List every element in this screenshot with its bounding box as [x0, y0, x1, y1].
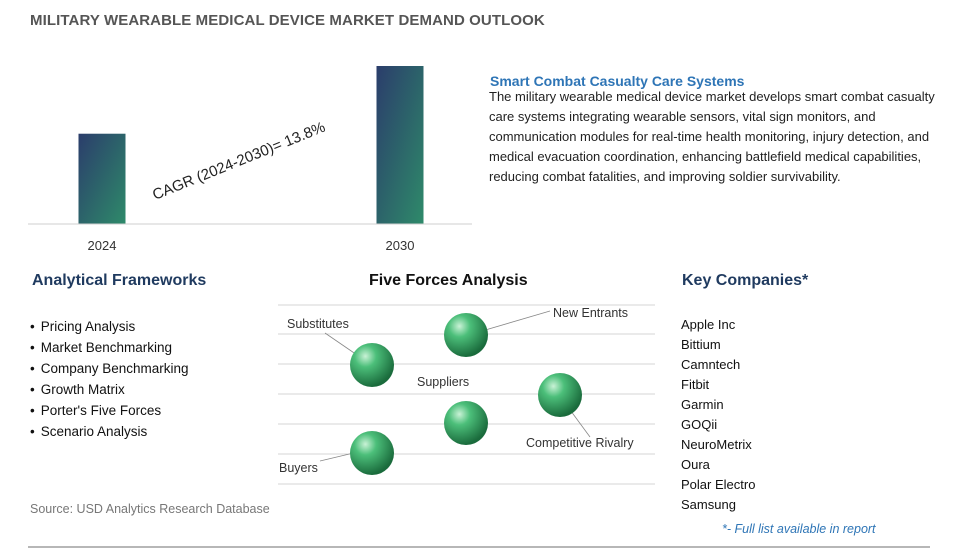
company-item: Bittium — [681, 337, 721, 352]
company-item: Camntech — [681, 357, 741, 372]
company-item: NeuroMetrix — [681, 437, 752, 452]
buyers-sphere — [350, 431, 394, 475]
frameworks-list: Pricing Analysis Market Benchmarking Com… — [30, 316, 189, 442]
framework-item: Porter's Five Forces — [30, 400, 189, 421]
framework-item: Growth Matrix — [30, 379, 189, 400]
five-forces-diagram: Substitutes New Entrants Suppliers Compe… — [278, 304, 655, 485]
x-tick-label: 2030 — [386, 238, 415, 253]
substitutes-sphere — [350, 343, 394, 387]
company-item: Garmin — [681, 397, 724, 412]
bar-chart: 2024 2030 CAGR (2024-2030)= 13.8% — [28, 66, 472, 253]
framework-item: Company Benchmarking — [30, 358, 189, 379]
source-note: Source: USD Analytics Research Database — [30, 502, 270, 516]
frameworks-title: Analytical Frameworks — [32, 272, 207, 289]
key-companies-title: Key Companies* — [682, 272, 809, 289]
bottom-divider — [28, 546, 930, 548]
company-item: Oura — [681, 457, 710, 472]
company-item: Samsung — [681, 497, 736, 512]
suppliers-sphere — [444, 401, 488, 445]
competitive-rivalry-sphere — [538, 373, 582, 417]
company-item: Apple Inc — [681, 317, 736, 332]
framework-item: Market Benchmarking — [30, 337, 189, 358]
company-item: Polar Electro — [681, 477, 756, 492]
company-item: GOQii — [681, 417, 718, 432]
description-body: The military wearable medical device mar… — [489, 89, 935, 184]
bar-2030 — [376, 66, 424, 224]
x-tick-label: 2024 — [88, 238, 117, 253]
page-title: MILITARY WEARABLE MEDICAL DEVICE MARKET … — [30, 12, 545, 29]
suppliers-label: Suppliers — [417, 375, 469, 389]
cagr-annotation: CAGR (2024-2030)= 13.8% — [150, 119, 328, 204]
substitutes-label: Substitutes — [287, 317, 349, 331]
company-item: Fitbit — [681, 377, 710, 392]
key-companies-list: Apple Inc Bittium Camntech Fitbit Garmin… — [681, 315, 755, 515]
framework-item: Scenario Analysis — [30, 421, 189, 442]
full-list-note: *- Full list available in report — [722, 522, 876, 536]
framework-item: Pricing Analysis — [30, 316, 189, 337]
new-entrants-sphere — [444, 313, 488, 357]
five-forces-title: Five Forces Analysis — [369, 272, 528, 289]
bar-2024 — [78, 133, 126, 224]
buyers-label: Buyers — [279, 461, 318, 475]
competitive-rivalry-label: Competitive Rivalry — [526, 436, 634, 450]
new-entrants-label: New Entrants — [553, 306, 628, 320]
description-title: Smart Combat Casualty Care Systems — [490, 73, 745, 89]
